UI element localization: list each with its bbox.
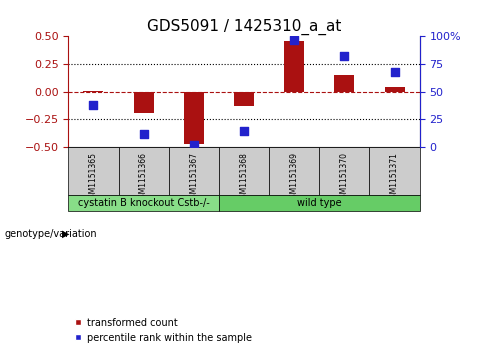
Bar bbox=[269, 147, 319, 195]
Text: genotype/variation: genotype/variation bbox=[5, 229, 98, 239]
Point bbox=[89, 102, 97, 108]
Text: ▶: ▶ bbox=[62, 229, 69, 239]
Bar bbox=[369, 147, 420, 195]
Point bbox=[140, 131, 147, 137]
Bar bbox=[134, 92, 154, 113]
Point bbox=[240, 128, 248, 134]
Text: GSM1151370: GSM1151370 bbox=[340, 152, 349, 203]
Bar bbox=[184, 92, 204, 144]
Bar bbox=[119, 147, 169, 195]
Bar bbox=[284, 41, 304, 92]
Title: GDS5091 / 1425310_a_at: GDS5091 / 1425310_a_at bbox=[147, 19, 341, 35]
Text: GSM1151366: GSM1151366 bbox=[139, 152, 148, 203]
Bar bbox=[68, 147, 119, 195]
Bar bbox=[385, 87, 405, 92]
Point bbox=[290, 37, 298, 42]
Point bbox=[341, 53, 348, 59]
Text: wild type: wild type bbox=[297, 197, 342, 208]
Bar bbox=[219, 195, 420, 211]
Bar bbox=[334, 75, 354, 92]
Point bbox=[190, 142, 198, 148]
Bar bbox=[219, 147, 269, 195]
Bar bbox=[169, 147, 219, 195]
Legend: transformed count, percentile rank within the sample: transformed count, percentile rank withi… bbox=[73, 317, 253, 344]
Text: GSM1151368: GSM1151368 bbox=[240, 152, 248, 203]
Point bbox=[391, 69, 399, 75]
Text: GSM1151365: GSM1151365 bbox=[89, 152, 98, 203]
Bar bbox=[319, 147, 369, 195]
Text: GSM1151369: GSM1151369 bbox=[290, 152, 299, 203]
Bar bbox=[234, 92, 254, 106]
Bar bbox=[68, 195, 219, 211]
Text: GSM1151367: GSM1151367 bbox=[189, 152, 198, 203]
Bar bbox=[83, 91, 103, 92]
Text: cystatin B knockout Cstb-/-: cystatin B knockout Cstb-/- bbox=[78, 197, 209, 208]
Text: GSM1151371: GSM1151371 bbox=[390, 152, 399, 203]
